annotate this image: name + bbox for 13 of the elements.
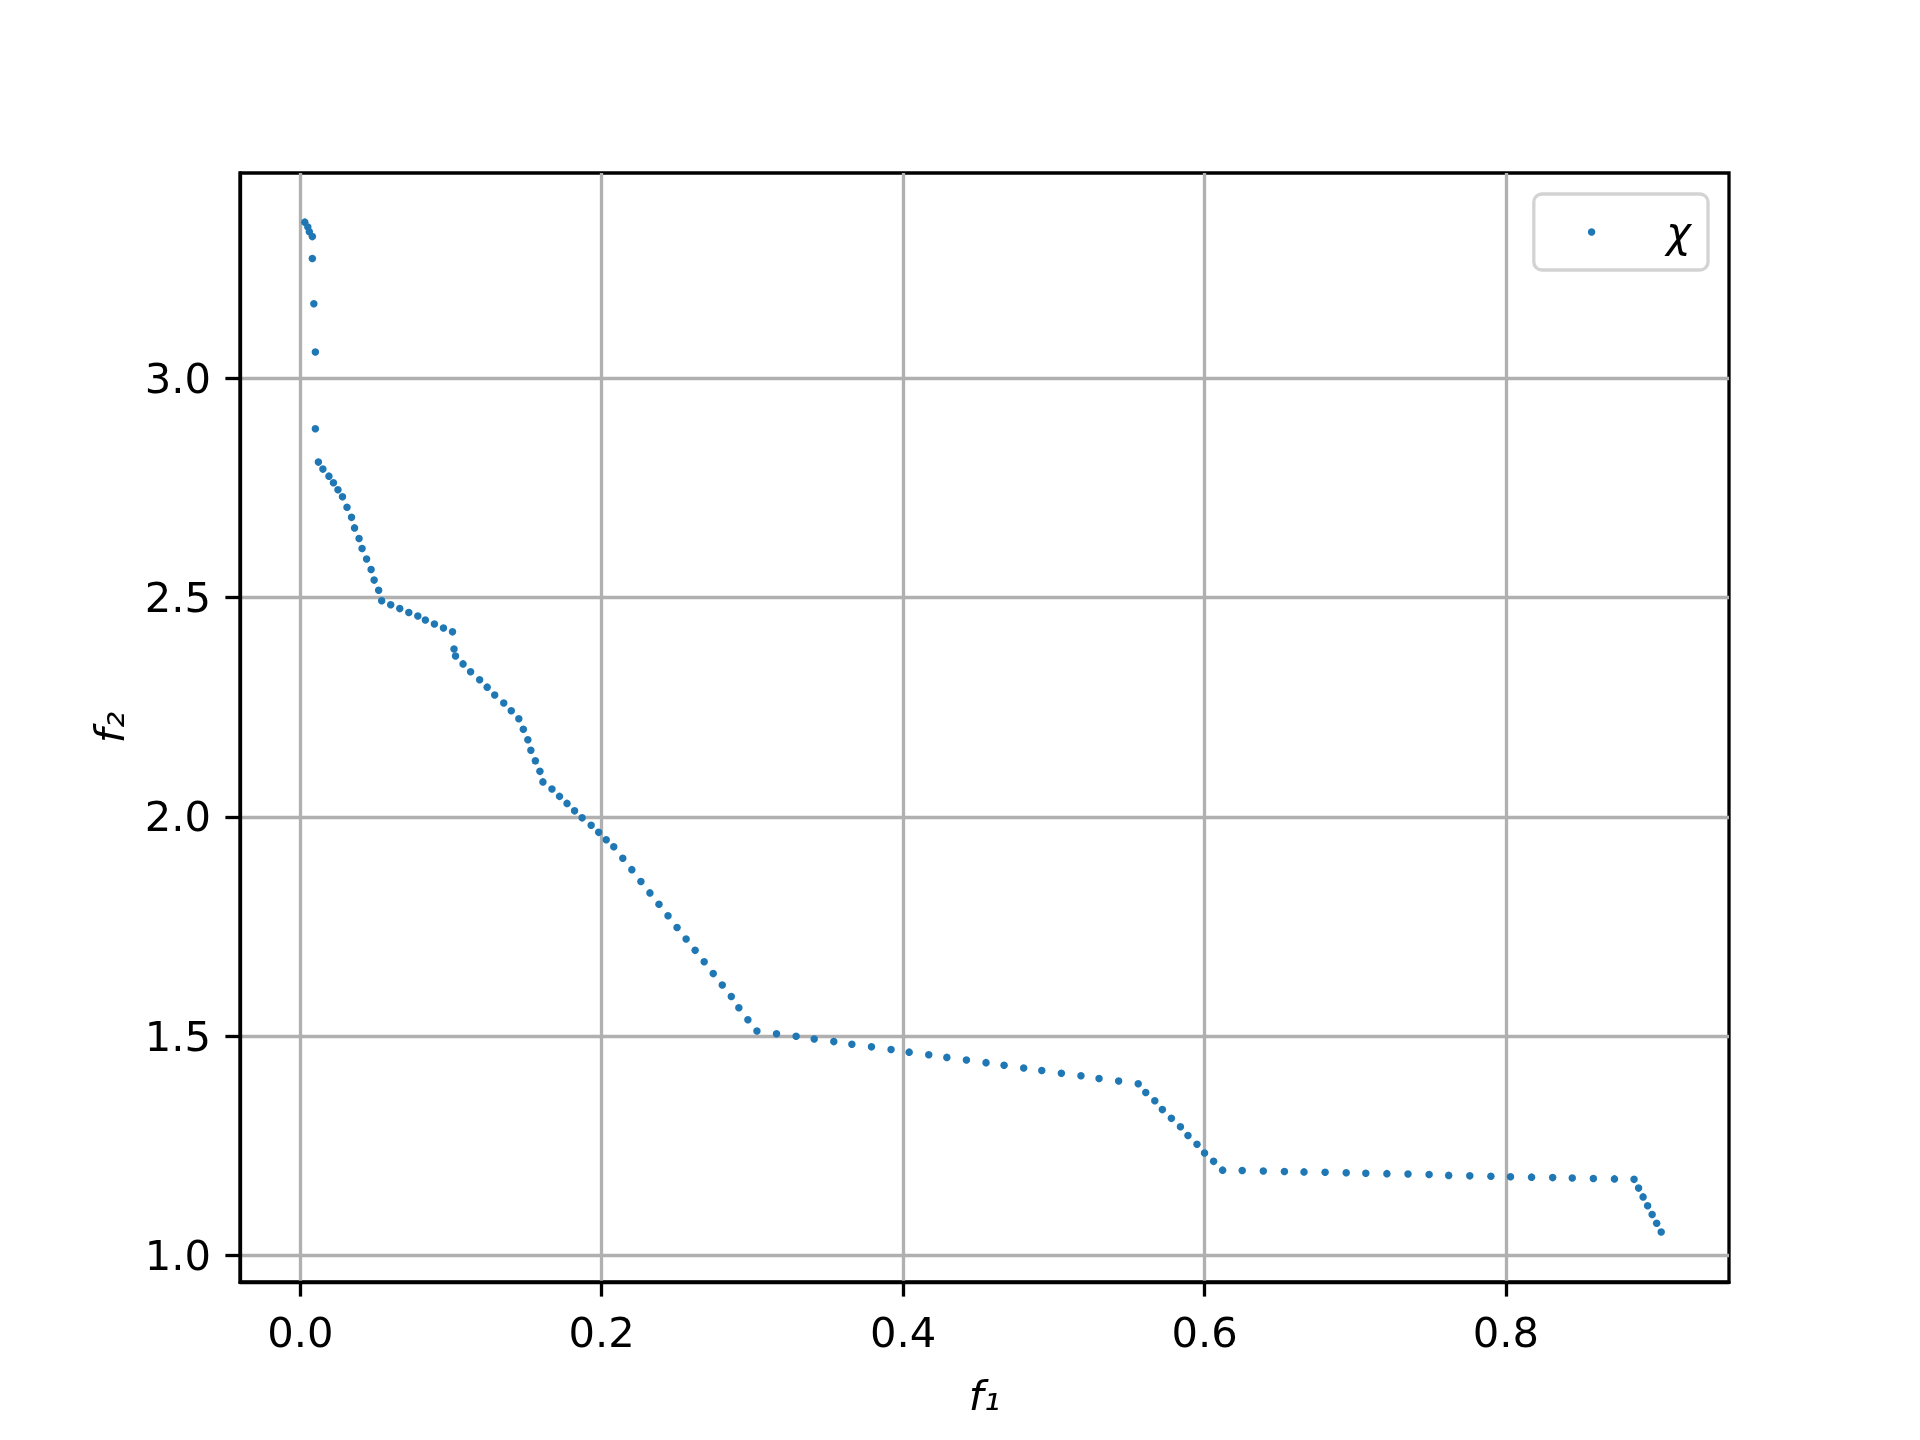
y-tick-label: 2.0 [144, 792, 211, 842]
x-axis-title: f₁ [968, 1370, 1001, 1420]
x-tick-label: 0.4 [869, 1307, 937, 1357]
y-tick-label: 3.0 [144, 353, 211, 403]
y-tick-label: 2.5 [144, 573, 211, 623]
y-tick-label: 1.0 [144, 1231, 211, 1281]
x-tick-label: 0.6 [1171, 1307, 1238, 1357]
x-tick-label: 0.8 [1472, 1307, 1540, 1357]
x-tick-label: 0.0 [267, 1307, 334, 1357]
y-tick-label: 1.5 [144, 1011, 211, 1061]
x-tick-label: 0.2 [568, 1307, 635, 1357]
legend-label: χ [1664, 207, 1693, 257]
y-axis-title: f₂ [84, 711, 134, 744]
